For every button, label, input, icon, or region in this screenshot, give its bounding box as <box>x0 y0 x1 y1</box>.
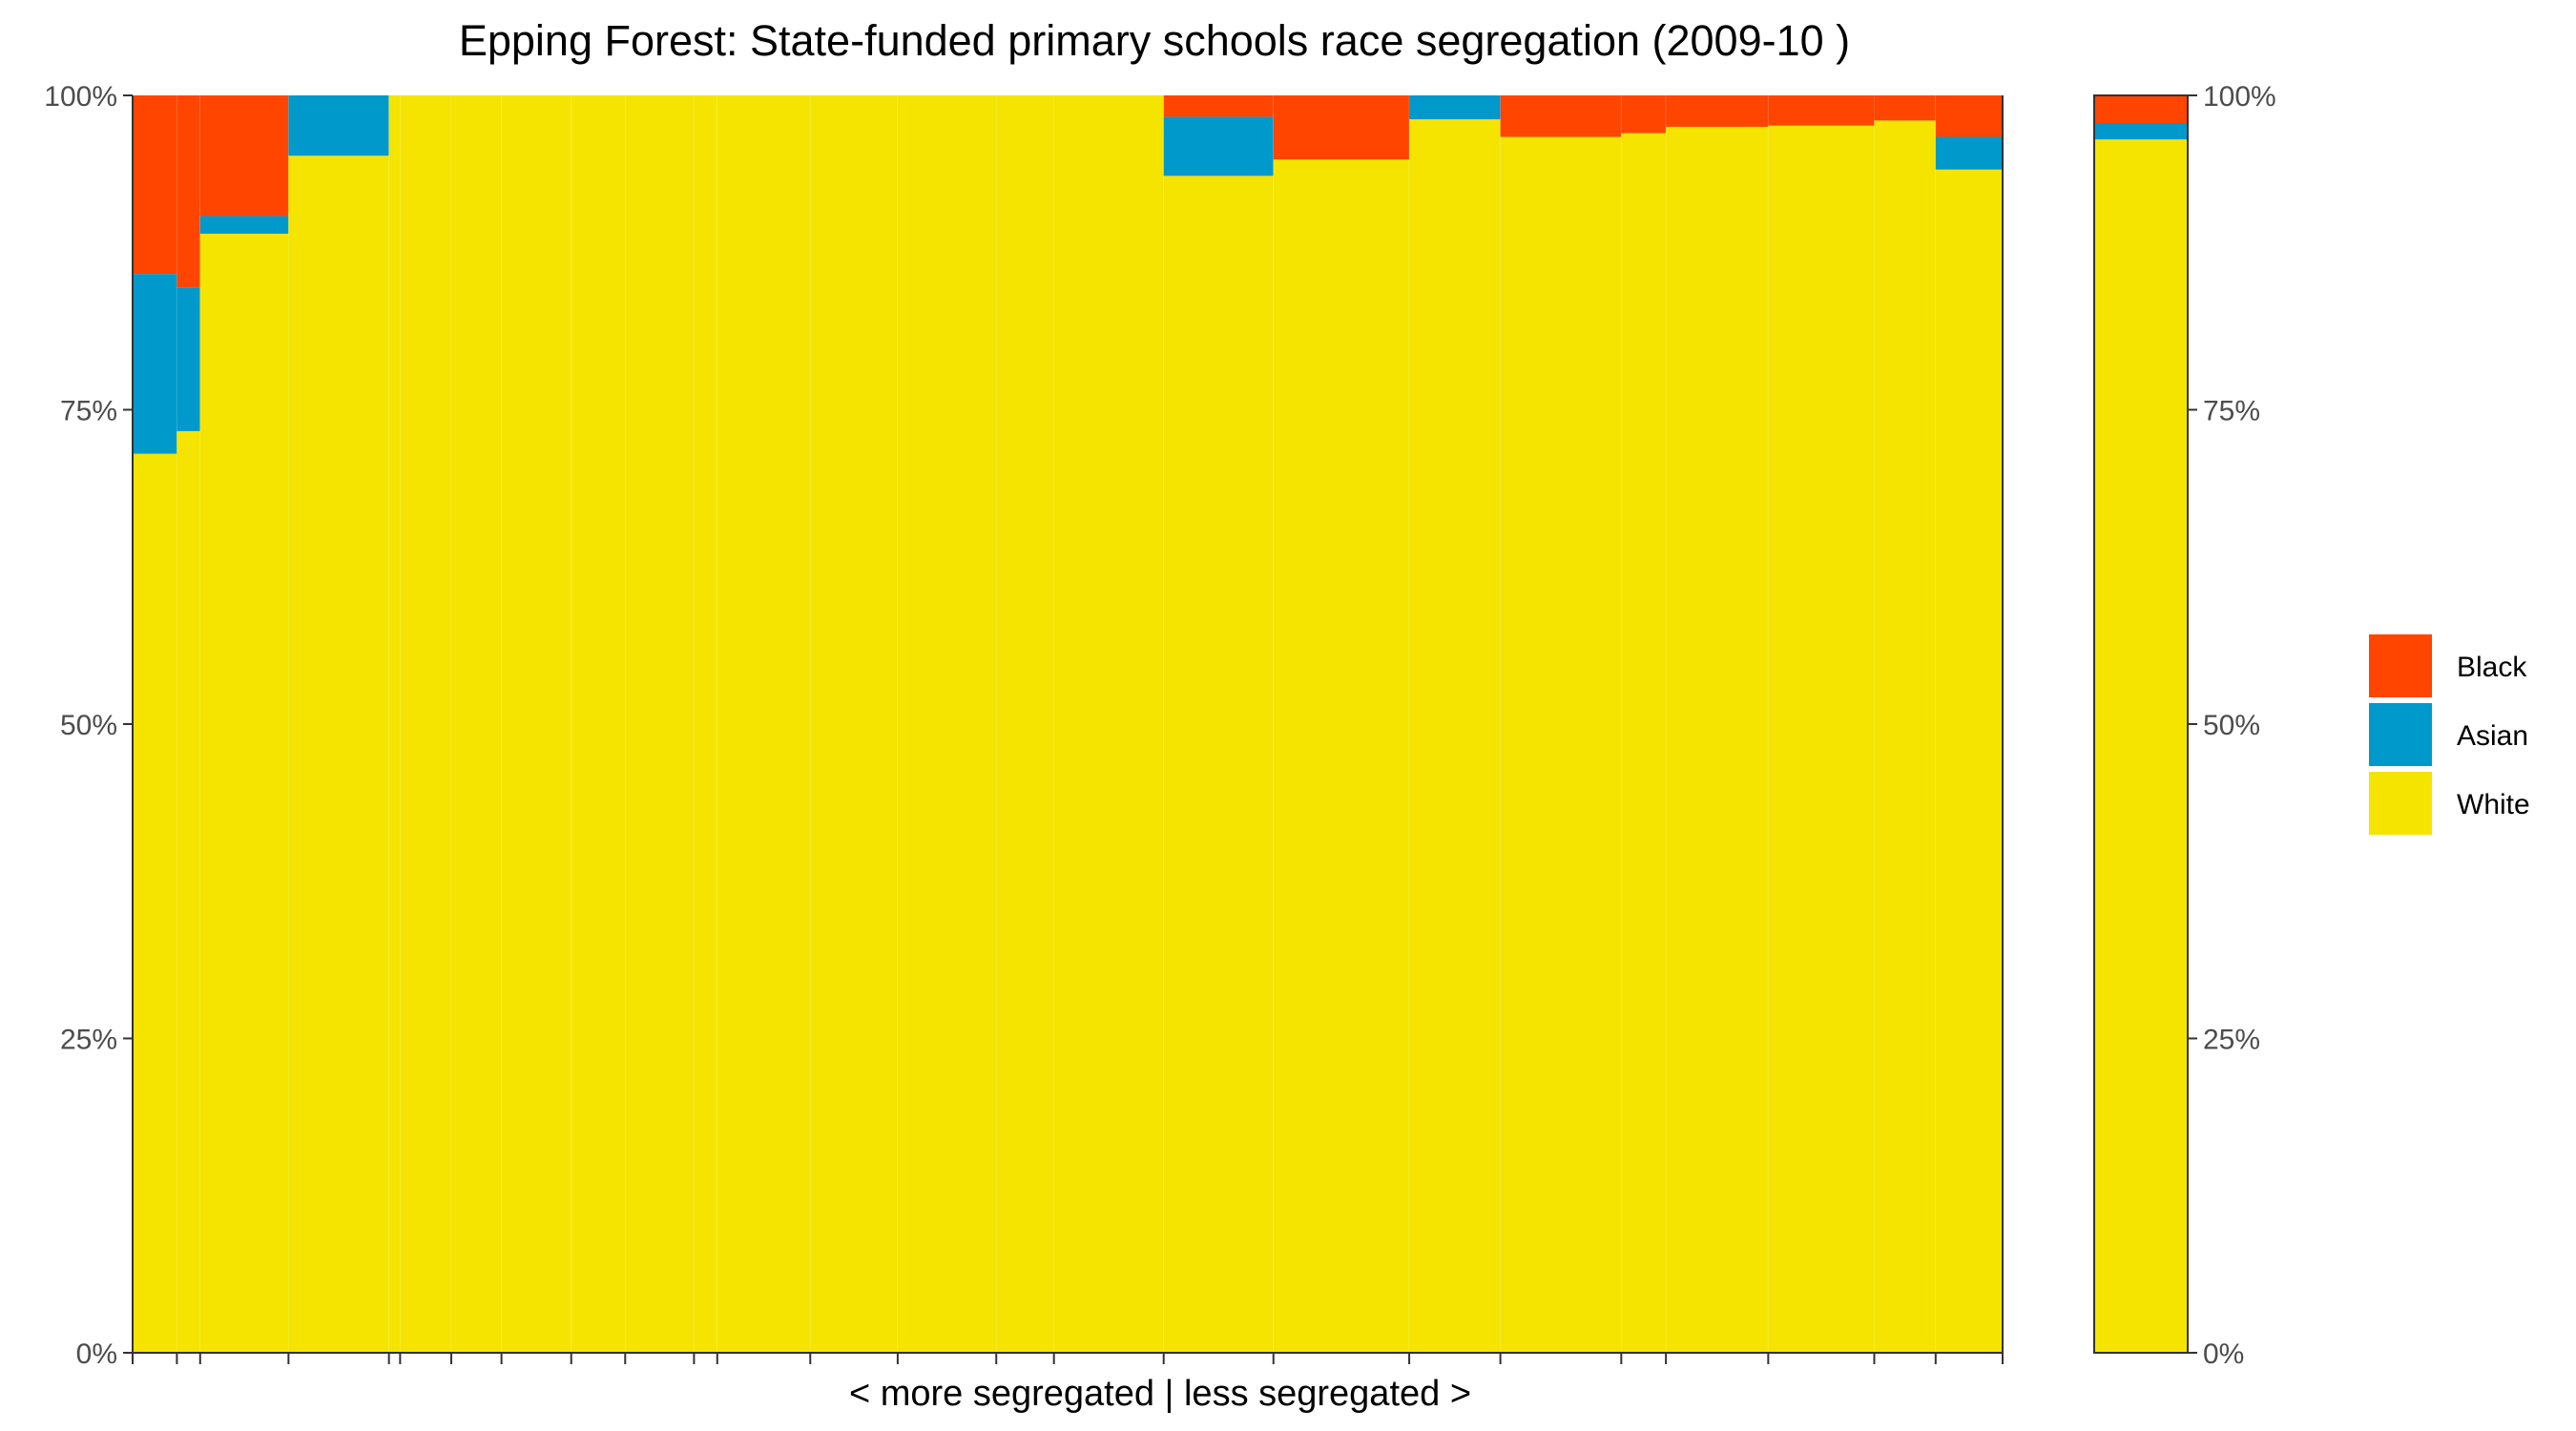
school-bar <box>1666 95 1769 1354</box>
school-bar <box>1053 95 1165 1353</box>
school-bar-2-white <box>177 430 200 1353</box>
y-tick-label: 100% <box>2203 81 2276 113</box>
overall-bar-asian <box>2094 122 2188 140</box>
school-bar-18-black <box>1273 95 1410 160</box>
school-bar <box>388 95 401 1353</box>
school-bar <box>1163 95 1275 1353</box>
y-tick-label: 100% <box>44 81 117 113</box>
school-bar <box>133 95 177 1353</box>
school-bar <box>1500 95 1622 1353</box>
school-bar-1-black <box>133 95 177 275</box>
school-bar-9-white <box>571 95 626 1353</box>
chart-title: Epping Forest: State-funded primary scho… <box>459 16 1850 65</box>
school-bar-3-white <box>199 233 289 1354</box>
school-bar <box>1621 95 1667 1353</box>
school-bar <box>694 95 718 1353</box>
school-bar-12-white <box>717 95 811 1353</box>
y-tick-label: 50% <box>60 710 117 741</box>
school-bar <box>450 95 503 1353</box>
x-axis-title: < more segregated | less segregated > <box>849 1374 1471 1414</box>
y-tick-label: 50% <box>2203 710 2260 741</box>
legend-swatch-asian <box>2369 703 2432 766</box>
overall-bar <box>2094 95 2188 1353</box>
legend-swatch-black <box>2369 634 2432 697</box>
school-bar <box>400 95 452 1353</box>
x-axis-ticks <box>132 1353 2004 1364</box>
legend: Black Asian White <box>2369 634 2530 835</box>
school-bar-10-white <box>625 95 695 1353</box>
school-bar-14-white <box>897 95 997 1353</box>
school-bar-17-black <box>1163 95 1274 117</box>
school-bar-16-white <box>1053 95 1164 1353</box>
school-bar-25-black <box>1935 95 2003 137</box>
school-bar-19-asian <box>1409 95 1501 120</box>
school-bar-1-asian <box>133 274 177 454</box>
y-tick-label: 0% <box>76 1338 117 1370</box>
school-bar-2-black <box>177 95 200 288</box>
school-bar <box>625 95 695 1353</box>
school-bar-18-white <box>1273 159 1410 1353</box>
y-axis-left: 0% 25% 50% 75% 100% <box>44 81 133 1370</box>
school-bar <box>571 95 626 1353</box>
school-bar-4-white <box>288 156 389 1353</box>
school-bar-23-black <box>1768 95 1875 126</box>
school-bar <box>199 95 289 1354</box>
school-bar-21-white <box>1621 133 1667 1353</box>
school-bar-13-white <box>810 95 898 1353</box>
y-tick-label: 25% <box>2203 1025 2260 1056</box>
school-bar <box>717 95 811 1353</box>
school-bar-17-white <box>1163 176 1274 1353</box>
legend-label-asian: Asian <box>2457 720 2528 752</box>
y-tick-label: 75% <box>2203 396 2260 427</box>
school-bar-21-black <box>1621 95 1667 134</box>
school-bar <box>1273 95 1410 1353</box>
school-bar-2-asian <box>177 287 200 431</box>
legend-label-black: Black <box>2457 652 2527 683</box>
overall-bar-black <box>2094 95 2188 123</box>
school-bar-11-white <box>694 95 717 1353</box>
school-bar-17-asian <box>1163 116 1274 176</box>
school-bar <box>1935 95 2004 1354</box>
school-bar <box>288 95 390 1353</box>
school-bars <box>133 95 2004 1354</box>
school-bar-7-white <box>450 95 502 1353</box>
school-bar-1-white <box>133 453 177 1353</box>
school-bar <box>501 95 572 1353</box>
school-bar-5-white <box>388 95 401 1353</box>
school-bar <box>1874 95 1937 1354</box>
school-bar-8-white <box>501 95 571 1353</box>
school-bar-24-white <box>1874 120 1936 1354</box>
y-tick-label: 25% <box>60 1025 117 1056</box>
school-bar-25-white <box>1935 169 2003 1354</box>
school-bar-22-black <box>1666 95 1769 127</box>
school-bar <box>177 95 201 1353</box>
school-bar <box>996 95 1055 1353</box>
school-bar <box>897 95 997 1353</box>
y-tick-label: 75% <box>60 396 117 427</box>
legend-swatch-white <box>2369 772 2432 835</box>
y-axis-right: 0% 25% 50% 75% 100% <box>2188 81 2276 1370</box>
y-tick-label: 0% <box>2203 1338 2244 1370</box>
school-bar-15-white <box>996 95 1054 1353</box>
school-bar <box>1409 95 1502 1354</box>
school-bar-20-white <box>1500 136 1622 1353</box>
school-bar-4-asian <box>288 95 389 156</box>
school-bar <box>1768 95 1875 1354</box>
school-bar <box>810 95 899 1353</box>
school-bar-3-black <box>199 95 289 217</box>
legend-label-white: White <box>2457 789 2530 820</box>
overall-bar-white <box>2094 139 2188 1353</box>
school-bar-3-asian <box>199 216 289 234</box>
school-bar-23-white <box>1768 125 1875 1354</box>
school-bar-20-black <box>1500 95 1622 137</box>
school-bar-24-black <box>1874 95 1936 121</box>
school-bar-19-white <box>1409 119 1501 1354</box>
school-bar-22-white <box>1666 126 1769 1354</box>
school-bar-25-asian <box>1935 136 2003 170</box>
school-bar-6-white <box>400 95 451 1353</box>
